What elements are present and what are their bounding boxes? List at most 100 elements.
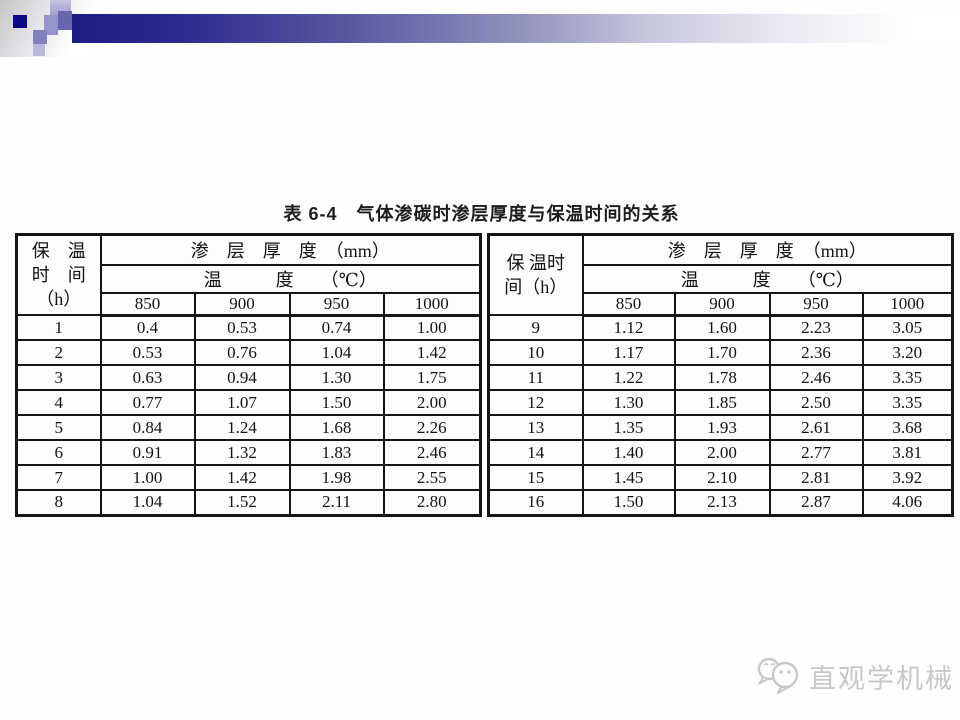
layer-depth-header: 渗 层 厚 度 （mm）	[99, 233, 482, 266]
depth-value-cell: 1.24	[193, 414, 291, 441]
table-row: 9 1.12 1.60 2.23 3.05	[487, 314, 954, 341]
depth-value-cell: 2.26	[382, 414, 482, 441]
table-body-right: 9 1.12 1.60 2.23 3.05 10 1.17 1.70 2.36 3.20 11 1.2…	[487, 314, 954, 516]
depth-value-cell: 0.77	[99, 389, 196, 416]
depth-value-cell: 2.81	[768, 464, 864, 491]
pixel-square-decoration	[44, 15, 58, 35]
time-value-cell: 14	[487, 439, 584, 466]
depth-value-cell: 0.74	[288, 314, 385, 341]
depth-value-cell: 3.92	[861, 464, 954, 491]
temperature-header: 温 度 （℃）	[581, 263, 954, 294]
time-value-cell: 7	[15, 464, 102, 491]
time-value-cell: 9	[487, 314, 584, 341]
pixel-square-decoration	[33, 44, 45, 56]
depth-value-cell: 2.10	[673, 464, 771, 491]
table-row: 15 1.45 2.10 2.81 3.92	[487, 464, 954, 491]
depth-value-cell: 3.35	[861, 364, 954, 391]
depth-value-cell: 0.53	[99, 339, 196, 366]
depth-value-cell: 0.53	[193, 314, 291, 341]
depth-value-cell: 0.63	[99, 364, 196, 391]
depth-value-cell: 3.68	[861, 414, 954, 441]
table-row: 10 1.17 1.70 2.36 3.20	[487, 339, 954, 366]
depth-value-cell: 0.91	[99, 439, 196, 466]
depth-value-cell: 1.40	[581, 439, 676, 466]
depth-value-cell: 0.4	[99, 314, 196, 341]
carburizing-table-left: 保 温 时 间 （h） 渗 层 厚 度 （mm） 温 度 （℃） 850 900…	[15, 233, 483, 517]
depth-value-cell: 1.83	[288, 439, 385, 466]
depth-value-cell: 2.50	[768, 389, 864, 416]
time-value-cell: 12	[487, 389, 584, 416]
table-row: 7 1.00 1.42 1.98 2.55	[15, 464, 482, 491]
time-value-cell: 8	[15, 489, 102, 516]
depth-value-cell: 3.81	[861, 439, 954, 466]
time-value-cell: 10	[487, 339, 584, 366]
depth-value-cell: 1.12	[581, 314, 676, 341]
table-row: 3 0.63 0.94 1.30 1.75	[15, 364, 482, 391]
time-value-cell: 11	[487, 364, 584, 391]
tables-container: 保 温 时 间 （h） 渗 层 厚 度 （mm） 温 度 （℃） 850 900…	[15, 233, 955, 517]
table-row: 14 1.40 2.00 2.77 3.81	[487, 439, 954, 466]
table-row: 4 0.77 1.07 1.50 2.00	[15, 389, 482, 416]
depth-value-cell: 1.30	[581, 389, 676, 416]
time-value-cell: 13	[487, 414, 584, 441]
temp-column-900: 900	[673, 291, 771, 317]
depth-value-cell: 1.50	[581, 489, 676, 516]
depth-value-cell: 3.20	[861, 339, 954, 366]
temp-column-850: 850	[581, 291, 676, 317]
temp-column-1000: 1000	[861, 291, 954, 317]
depth-value-cell: 1.30	[288, 364, 385, 391]
depth-value-cell: 1.60	[673, 314, 771, 341]
depth-value-cell: 1.45	[581, 464, 676, 491]
temp-column-950: 950	[768, 291, 864, 317]
depth-value-cell: 2.46	[382, 439, 482, 466]
depth-value-cell: 1.78	[673, 364, 771, 391]
depth-value-cell: 2.23	[768, 314, 864, 341]
watermark: 直观学机械	[756, 654, 954, 698]
depth-value-cell: 0.76	[193, 339, 291, 366]
depth-value-cell: 2.13	[673, 489, 771, 516]
temp-column-950: 950	[288, 291, 385, 317]
depth-value-cell: 1.93	[673, 414, 771, 441]
depth-value-cell: 2.55	[382, 464, 482, 491]
pixel-square-decoration	[13, 15, 27, 28]
pixel-square-decoration	[33, 30, 47, 44]
depth-value-cell: 3.05	[861, 314, 954, 341]
table-row: 12 1.30 1.85 2.50 3.35	[487, 389, 954, 416]
depth-value-cell: 0.94	[193, 364, 291, 391]
depth-value-cell: 1.04	[99, 489, 196, 516]
carburizing-table-right: 保 温时 间（h） 渗 层 厚 度 （mm） 温 度 （℃） 850 900 9…	[487, 233, 955, 517]
depth-value-cell: 2.80	[382, 489, 482, 516]
depth-value-cell: 0.84	[99, 414, 196, 441]
table-row: 1 0.4 0.53 0.74 1.00	[15, 314, 482, 341]
depth-value-cell: 1.22	[581, 364, 676, 391]
time-value-cell: 15	[487, 464, 584, 491]
depth-value-cell: 1.98	[288, 464, 385, 491]
depth-value-cell: 1.04	[288, 339, 385, 366]
depth-value-cell: 2.61	[768, 414, 864, 441]
temp-column-1000: 1000	[382, 291, 482, 317]
table-body-left: 1 0.4 0.53 0.74 1.00 2 0.53 0.76 1.04 1.42 3 0.63 0.…	[15, 314, 482, 516]
temp-column-850: 850	[99, 291, 196, 317]
depth-value-cell: 1.00	[382, 314, 482, 341]
depth-value-cell: 1.07	[193, 389, 291, 416]
depth-value-cell: 1.85	[673, 389, 771, 416]
time-value-cell: 4	[15, 389, 102, 416]
depth-value-cell: 1.17	[581, 339, 676, 366]
table-row: 6 0.91 1.32 1.83 2.46	[15, 439, 482, 466]
table-title: 表 6-4 气体渗碳时渗层厚度与保温时间的关系	[283, 204, 680, 224]
temperature-header: 温 度 （℃）	[99, 263, 482, 294]
wechat-bubbles-icon	[756, 654, 802, 699]
depth-value-cell: 2.00	[673, 439, 771, 466]
pixel-square-decoration	[58, 11, 72, 30]
depth-value-cell: 4.06	[861, 489, 954, 516]
temp-column-900: 900	[193, 291, 291, 317]
time-value-cell: 3	[15, 364, 102, 391]
table-row: 5 0.84 1.24 1.68 2.26	[15, 414, 482, 441]
table-row: 11 1.22 1.78 2.46 3.35	[487, 364, 954, 391]
depth-value-cell: 2.77	[768, 439, 864, 466]
depth-value-cell: 1.35	[581, 414, 676, 441]
depth-value-cell: 2.00	[382, 389, 482, 416]
depth-value-cell: 1.00	[99, 464, 196, 491]
time-value-cell: 2	[15, 339, 102, 366]
depth-value-cell: 1.68	[288, 414, 385, 441]
